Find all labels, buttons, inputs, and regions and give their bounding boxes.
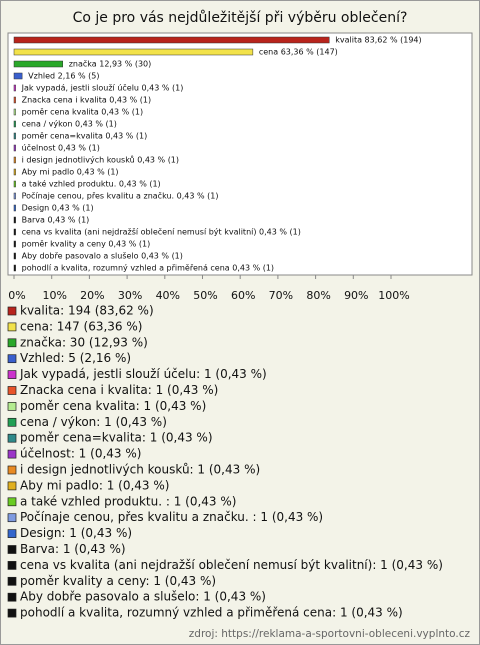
- legend-swatch: [7, 513, 17, 523]
- legend-label: Aby dobře pasovalo a slušelo: 1 (0,43 %): [20, 590, 266, 604]
- bar-label: Počínaje cenou, přes kvalitu a značku. 0…: [22, 191, 219, 201]
- legend-swatch: [7, 465, 17, 475]
- legend-swatch: [7, 481, 17, 491]
- bar: [13, 36, 330, 44]
- x-tick-label: 100%: [378, 289, 409, 302]
- legend-label: cena / výkon: 1 (0,43 %): [20, 415, 167, 429]
- legend-label: Jak vypadá, jestli slouží účelu: 1 (0,43…: [19, 367, 267, 381]
- x-tick-label: 70%: [269, 289, 293, 302]
- bar-label: cena vs kvalita (ani nejdražší oblečení …: [22, 227, 301, 237]
- x-tick-label: 50%: [193, 289, 217, 302]
- legend-label: poměr cena kvalita: 1 (0,43 %): [20, 399, 206, 413]
- bar-label: značka 12,93 % (30): [69, 59, 152, 69]
- bar: [13, 252, 16, 260]
- x-tick-label: 60%: [231, 289, 255, 302]
- legend-swatch: [7, 354, 17, 364]
- legend-swatch: [7, 338, 17, 348]
- bar-label: pohodlí a kvalita, rozumný vzhled a přim…: [22, 264, 274, 273]
- bar: [13, 216, 16, 224]
- bar: [13, 132, 16, 140]
- bar-label: a také vzhled produktu. 0,43 % (1): [22, 179, 161, 189]
- bar-label: poměr cena kvalita 0,43 % (1): [22, 108, 143, 117]
- legend-swatch: [7, 576, 17, 586]
- bar-label: kvalita 83,62 % (194): [335, 36, 421, 45]
- bar-label: i design jednotlivých kousků 0,43 % (1): [22, 155, 179, 165]
- legend-label: kvalita: 194 (83,62 %): [20, 304, 154, 318]
- bar: [13, 108, 16, 116]
- bar: [13, 96, 16, 104]
- legend-swatch: [7, 529, 17, 538]
- legend-swatch: [7, 386, 17, 395]
- bar: [13, 228, 16, 236]
- bar: [13, 156, 16, 164]
- legend-label: poměr cena=kvalita: 1 (0,43 %): [20, 431, 213, 445]
- legend-label: cena vs kvalita (ani nejdražší oblečení …: [20, 558, 443, 572]
- legend-label: pohodlí a kvalita, rozumný vzhled a přim…: [20, 606, 403, 620]
- bar: [13, 240, 16, 248]
- legend-swatch: [7, 608, 17, 618]
- legend-swatch: [7, 592, 17, 602]
- bar: [13, 84, 16, 92]
- legend-swatch: [7, 561, 17, 570]
- legend-swatch: [7, 449, 17, 459]
- bar-label: Vzhled 2,16 % (5): [28, 72, 99, 81]
- bar-label: poměr cena=kvalita 0,43 % (1): [22, 132, 148, 141]
- bar: [13, 144, 16, 152]
- legend-swatch: [7, 402, 17, 411]
- bar-label: Aby dobře pasovalo a slušelo 0,43 % (1): [22, 251, 183, 261]
- x-tick-label: 90%: [344, 289, 368, 302]
- legend-swatch: [7, 370, 17, 379]
- x-tick-label: 20%: [80, 289, 104, 302]
- bar: [13, 72, 23, 80]
- legend-label: poměr kvality a ceny: 1 (0,43 %): [20, 574, 216, 588]
- legend-label: Znacka cena i kvalita: 1 (0,43 %): [20, 383, 218, 397]
- legend-label: Vzhled: 5 (2,16 %): [20, 351, 131, 365]
- bar-label: Jak vypadá, jestli slouží účelu 0,43 % (…: [21, 83, 184, 93]
- bar: [13, 204, 16, 212]
- legend-label: Design: 1 (0,43 %): [20, 526, 132, 540]
- x-tick-label: 10%: [42, 289, 66, 302]
- bar-label: cena 63,36 % (147): [259, 48, 338, 57]
- bar: [13, 192, 16, 200]
- legend-swatch: [7, 417, 17, 427]
- bar-label: poměr kvality a ceny 0,43 % (1): [22, 240, 151, 249]
- bar-label: cena / výkon 0,43 % (1): [22, 120, 117, 129]
- legend-swatch: [7, 545, 17, 554]
- legend-label: i design jednotlivých kousků: 1 (0,43 %): [20, 463, 260, 477]
- bar: [13, 180, 16, 188]
- legend-label: cena: 147 (63,36 %): [20, 319, 142, 333]
- bar: [13, 48, 254, 56]
- legend-label: značka: 30 (12,93 %): [20, 335, 148, 349]
- bar-label: Design 0,43 % (1): [22, 204, 94, 213]
- bar: [13, 120, 16, 128]
- legend-label: a také vzhled produktu. : 1 (0,43 %): [20, 494, 236, 508]
- chart-title: Co je pro vás nejdůležitější při výběru …: [73, 10, 408, 26]
- bar: [13, 60, 63, 68]
- legend-label: Počínaje cenou, přes kvalitu a značku. :…: [20, 510, 323, 524]
- legend-label: Barva: 1 (0,43 %): [20, 542, 126, 556]
- x-tick-label: 40%: [156, 289, 180, 302]
- bar-label: účelnost 0,43 % (1): [22, 143, 100, 153]
- plot-area: [7, 32, 473, 276]
- bar-label: Aby mi padlo 0,43 % (1): [22, 168, 119, 177]
- legend-swatch: [7, 433, 17, 443]
- bar: [13, 264, 16, 272]
- bar: [13, 168, 16, 176]
- legend-swatch: [7, 322, 17, 332]
- x-tick-label: 80%: [306, 289, 330, 302]
- legend-swatch: [7, 497, 17, 507]
- source: zdroj: https://reklama-a-sportovni-oblec…: [189, 628, 471, 640]
- bar-label: Barva 0,43 % (1): [22, 216, 90, 225]
- x-tick-label: 30%: [118, 289, 142, 302]
- legend-label: Aby mi padlo: 1 (0,43 %): [20, 478, 169, 492]
- bar-label: Znacka cena i kvalita 0,43 % (1): [22, 96, 152, 105]
- x-tick-label: 0%: [8, 289, 25, 302]
- legend-label: účelnost: 1 (0,43 %): [20, 447, 141, 461]
- legend-swatch: [7, 306, 17, 316]
